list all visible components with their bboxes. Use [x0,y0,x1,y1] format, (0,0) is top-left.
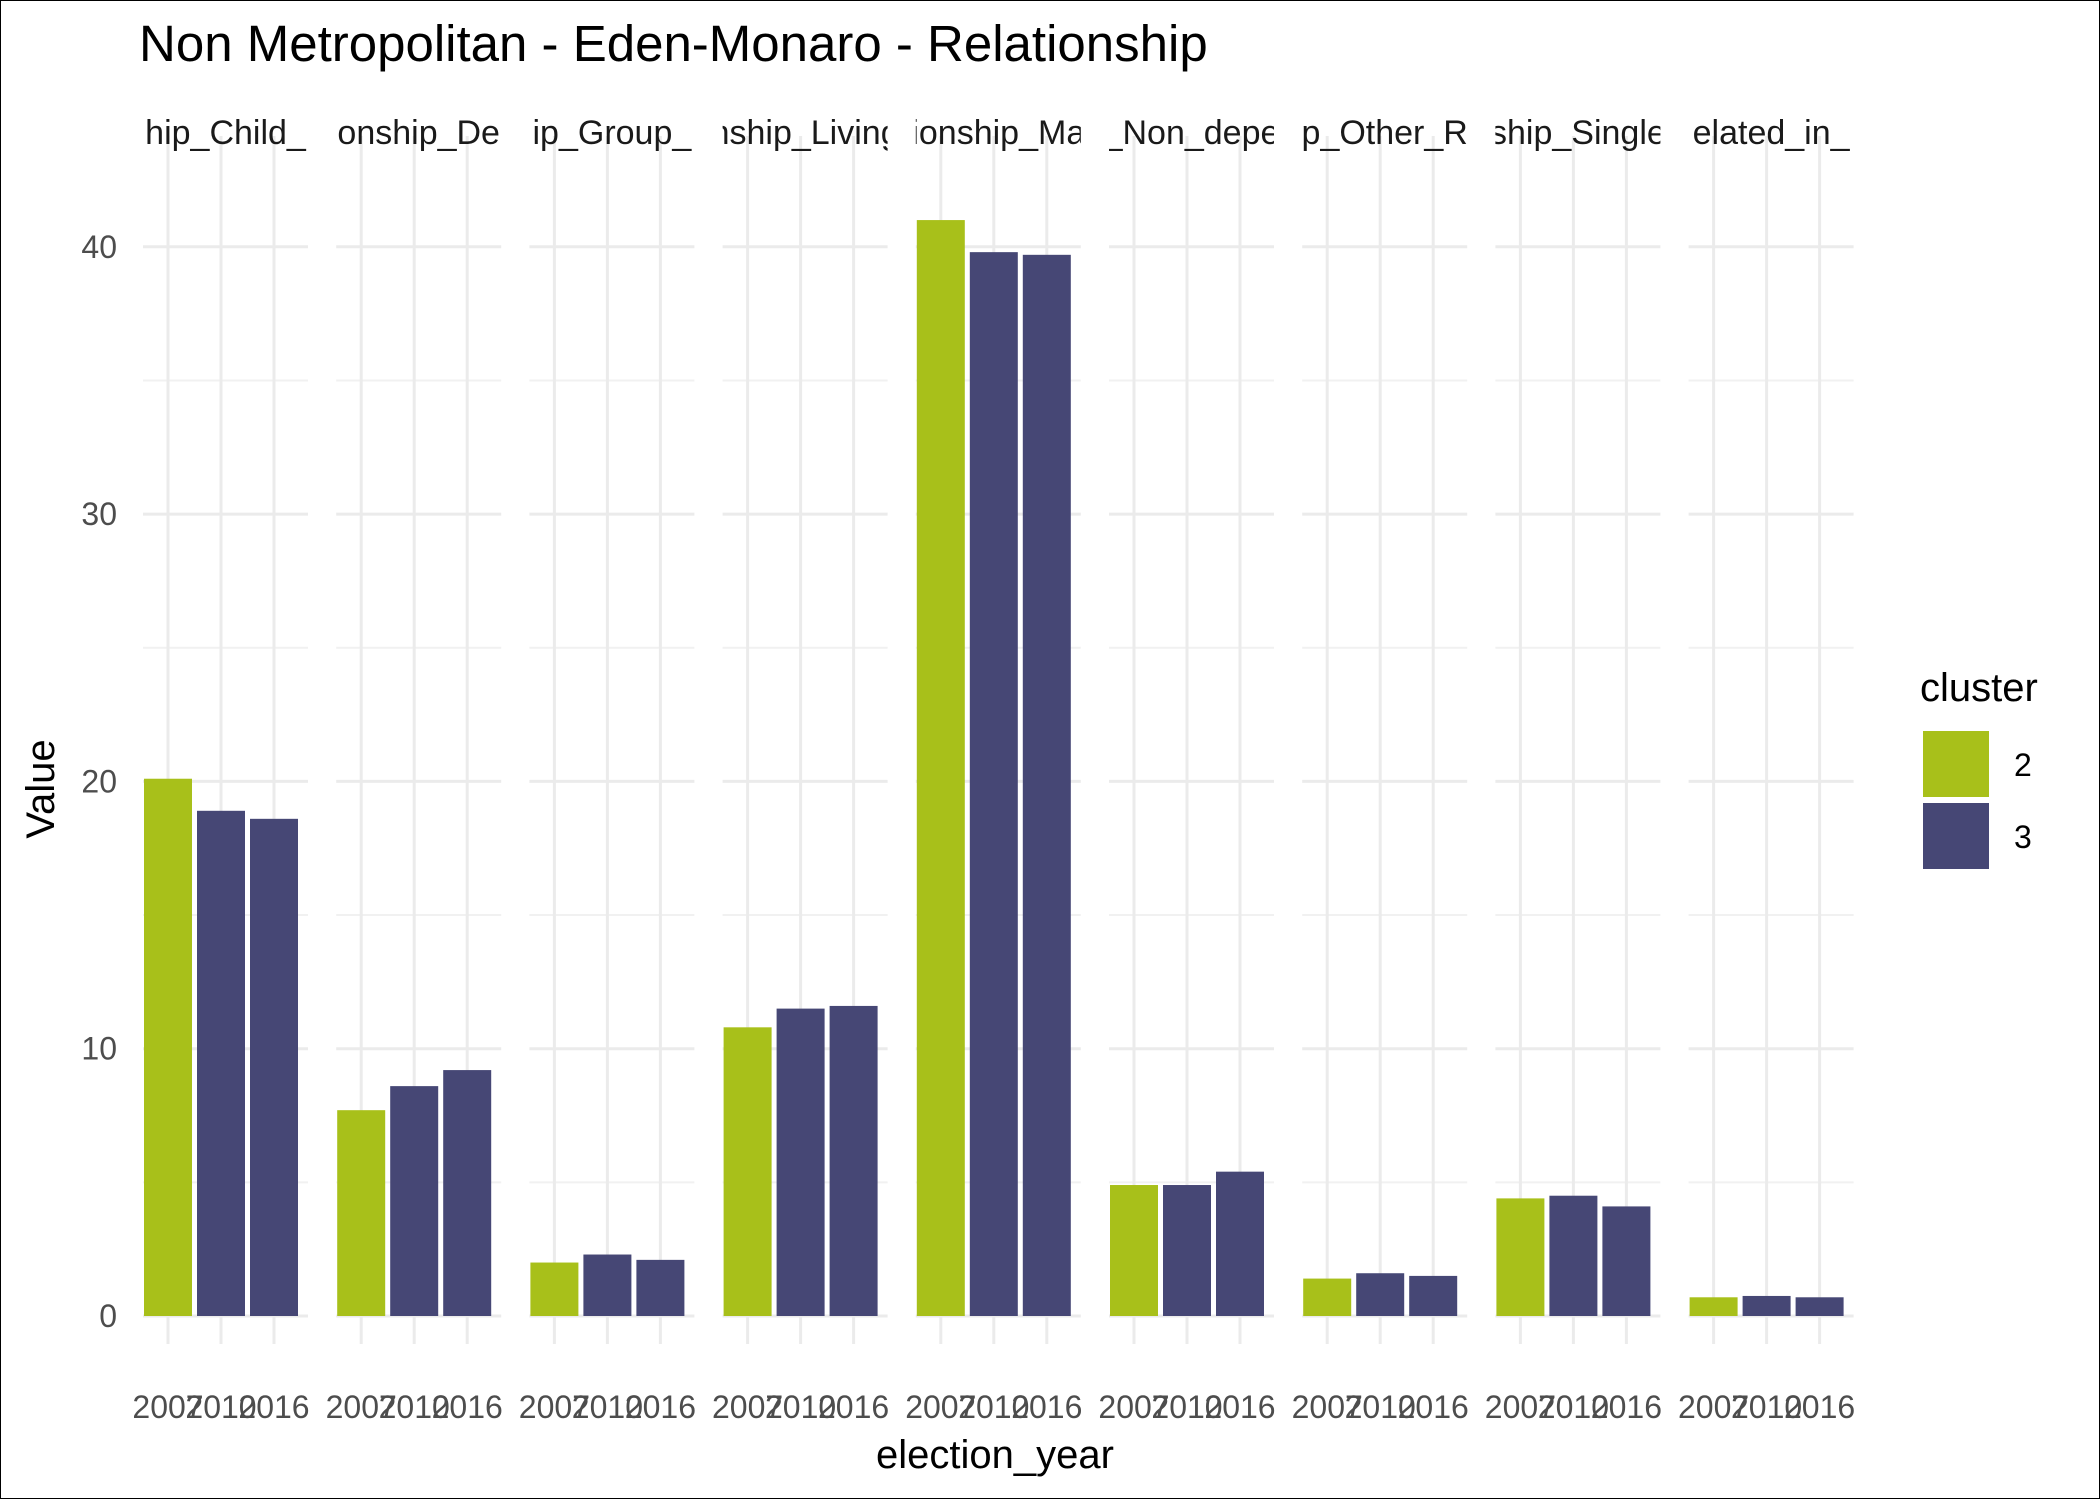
y-axis-ticks: 0 10 20 30 40 [81,229,117,1334]
x-tick-label: 2016 [1784,1389,1855,1425]
legend-title: cluster [1920,666,2038,710]
x-tick-label: 2016 [1204,1389,1275,1425]
y-tick-label: 40 [81,229,117,265]
bar [443,1070,492,1316]
bar [1163,1185,1211,1316]
x-tick-label: 2010 [1731,1389,1802,1425]
bars-layer [144,220,1844,1317]
bar [250,818,298,1316]
bar [1795,1297,1844,1316]
bar [197,810,245,1316]
bar [390,1086,439,1316]
bar [1303,1278,1352,1316]
bar [916,220,965,1316]
facet-strip-label: nship_Living [711,114,900,152]
bar [583,1254,632,1316]
facet-strip-label: _Non_depe [1103,114,1280,152]
y-tick-label: 20 [81,763,117,799]
facet-strips: hip_Child_ onship_De ip_Group_ nship_Living… [145,114,1851,152]
x-tick-label: 2010 [185,1389,256,1425]
x-tick-label: 2007 [712,1389,783,1425]
x-tick-label: 2007 [1678,1389,1749,1425]
x-tick-label: 2007 [132,1389,203,1425]
bar [1356,1273,1405,1316]
x-tick-label: 2010 [1151,1389,1222,1425]
bar [1496,1198,1545,1316]
x-tick-label: 2007 [905,1389,976,1425]
y-tick-label: 30 [81,496,117,532]
y-axis-title: Value [19,739,63,838]
bar [337,1110,386,1316]
x-tick-label: 2016 [238,1389,309,1425]
x-tick-label: 2007 [1485,1389,1556,1425]
bar [1602,1206,1651,1316]
bar [636,1259,685,1316]
x-tick-label: 2007 [519,1389,590,1425]
x-tick-label: 2016 [1591,1389,1662,1425]
x-tick-label: 2010 [958,1389,1029,1425]
legend-label: 2 [2014,747,2032,783]
x-axis-title: election_year [876,1433,1114,1477]
bar [1742,1295,1791,1316]
legend-entries: 23 [1923,731,2032,869]
y-tick-label: 10 [81,1031,117,1067]
facet-strip-label: onship_De [337,114,500,152]
bar [144,778,192,1316]
legend-swatch [1923,731,1989,797]
x-tick-label: 2016 [1398,1389,1469,1425]
x-tick-label: 2010 [379,1389,450,1425]
bar [1110,1185,1158,1316]
facet-strip-label: hip_Child_ [145,114,307,152]
x-tick-label: 2010 [572,1389,643,1425]
x-tick-label: 2010 [1345,1389,1416,1425]
chart-title: Non Metropolitan - Eden-Monaro - Relatio… [139,15,1208,72]
x-tick-label: 2007 [1292,1389,1363,1425]
bar [1549,1195,1598,1316]
bar [969,252,1018,1316]
facet-strip-label: p_Other_R [1302,114,1468,152]
facet-strip-label: ip_Group_ [533,114,693,152]
bar [829,1005,878,1316]
legend-label: 3 [2014,819,2032,855]
facet-strip-label: ionship_Ma [911,114,1085,152]
legend: cluster 23 [1920,666,2038,869]
bar [776,1008,825,1316]
bar [723,1027,772,1316]
bar [1022,254,1071,1317]
x-tick-label: 2016 [818,1389,889,1425]
x-tick-label: 2010 [1538,1389,1609,1425]
facet-strip-label: ship_Single [1490,114,1666,152]
x-tick-label: 2007 [1098,1389,1169,1425]
x-tick-label: 2010 [765,1389,836,1425]
y-tick-label: 0 [99,1298,117,1334]
facet-strip-label: elated_in_ [1693,114,1851,152]
legend-swatch [1923,803,1989,869]
bar [1216,1171,1264,1316]
bar [1689,1297,1738,1316]
x-tick-label: 2016 [1011,1389,1082,1425]
bar [530,1262,579,1316]
x-tick-label: 2016 [432,1389,503,1425]
x-tick-label: 2016 [625,1389,696,1425]
bar [1409,1275,1458,1316]
x-tick-label: 2007 [326,1389,397,1425]
